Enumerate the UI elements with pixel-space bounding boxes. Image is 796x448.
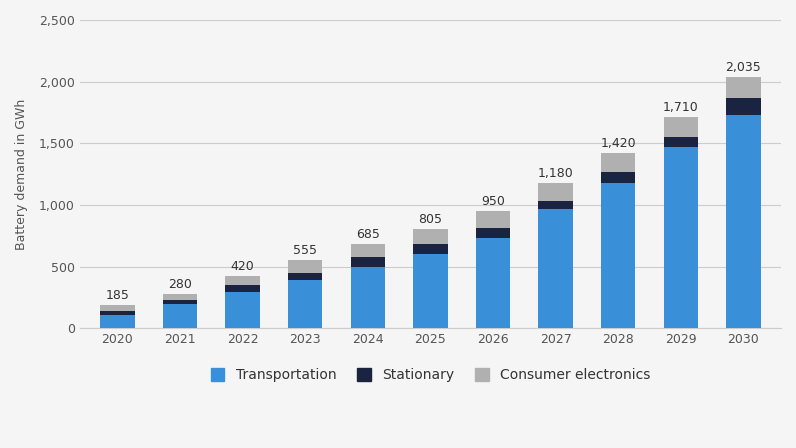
Bar	[288, 273, 322, 280]
Bar	[664, 147, 698, 328]
Bar	[288, 260, 322, 273]
Y-axis label: Battery demand in GWh: Battery demand in GWh	[15, 99, 28, 250]
Bar	[163, 294, 197, 300]
Text: 280: 280	[168, 278, 192, 291]
Bar	[413, 254, 447, 328]
Bar	[726, 115, 761, 328]
Bar	[225, 276, 259, 285]
Text: 420: 420	[231, 260, 255, 273]
Bar	[413, 244, 447, 254]
Bar	[664, 117, 698, 137]
Bar	[100, 306, 135, 311]
Bar	[726, 98, 761, 115]
Bar	[100, 314, 135, 328]
Bar	[538, 209, 573, 328]
Bar	[476, 228, 510, 238]
Text: 555: 555	[293, 244, 318, 257]
Bar	[538, 183, 573, 201]
Text: 2,035: 2,035	[726, 61, 761, 74]
Legend: Transportation, Stationary, Consumer electronics: Transportation, Stationary, Consumer ele…	[204, 361, 657, 389]
Bar	[664, 137, 698, 147]
Bar	[476, 238, 510, 328]
Bar	[476, 211, 510, 228]
Bar	[601, 172, 635, 183]
Text: 805: 805	[419, 213, 443, 226]
Bar	[163, 304, 197, 328]
Text: 1,710: 1,710	[663, 101, 699, 114]
Bar	[601, 153, 635, 172]
Text: 1,180: 1,180	[538, 167, 573, 180]
Bar	[225, 292, 259, 328]
Bar	[538, 201, 573, 209]
Text: 185: 185	[106, 289, 129, 302]
Bar	[288, 280, 322, 328]
Text: 1,420: 1,420	[600, 137, 636, 150]
Bar	[100, 311, 135, 314]
Bar	[225, 285, 259, 292]
Bar	[726, 78, 761, 98]
Text: 685: 685	[356, 228, 380, 241]
Text: 950: 950	[481, 195, 505, 208]
Bar	[163, 300, 197, 304]
Bar	[350, 267, 385, 328]
Bar	[350, 257, 385, 267]
Bar	[413, 229, 447, 244]
Bar	[350, 244, 385, 257]
Bar	[601, 183, 635, 328]
